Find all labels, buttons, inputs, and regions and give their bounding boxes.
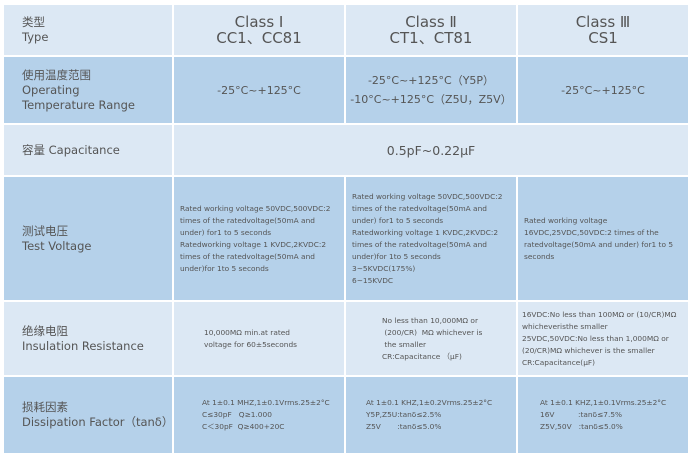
- ins-class1: 10,000MΩ min.at rated voltage for 60±5se…: [174, 302, 344, 375]
- capacitance-label: 容量 Capacitance: [4, 125, 172, 175]
- dissipation-label: 损耗因素 Dissipation Factor（tanδ）: [4, 377, 174, 453]
- temperature-row: 使用温度范围 Operating Temperature Range -25°C~+…: [4, 57, 688, 123]
- class-codes: CS1: [588, 29, 618, 47]
- class-codes: CT1、CT81: [389, 29, 473, 47]
- df-class1: At 1±0.1 MHZ,1±0.1Vrms.25±2°C C≤30pF Q≥1…: [174, 377, 344, 453]
- label-en: Operating: [22, 82, 80, 97]
- capacitor-spec-table: 类型 Type Class Ⅰ CC1、CC81 Class Ⅱ CT1、CT81 C…: [2, 3, 690, 455]
- label-cn: 测试电压: [22, 223, 68, 238]
- test-voltage-label: 测试电压 Test Voltage: [4, 177, 172, 300]
- temp-class2: -25°C~+125°C（Y5P） -10°C~+125°C（Z5U，Z5V）: [346, 57, 516, 123]
- df-class2: At 1±0.1 KHZ,1±0.2Vrms.25±2°C Y5P,Z5U:ta…: [346, 377, 516, 453]
- label-en: Type: [22, 30, 49, 44]
- insulation-row: 绝缘电阻 Insulation Resistance 10,000MΩ min.a…: [4, 302, 688, 375]
- label-cn: 损耗因素: [22, 400, 68, 414]
- test-class3: Rated working voltage 16VDC,25VDC,50VDC:…: [518, 177, 688, 300]
- class-name: Class Ⅲ: [575, 13, 631, 31]
- label-en: Test Voltage: [22, 238, 92, 253]
- capacitance-value: 0.5pF~0.22μF: [174, 125, 688, 175]
- ins-text: 16VDC:No less than 100MΩ or (10/CR)MΩ wh…: [522, 309, 677, 367]
- class-codes: CC1、CC81: [216, 29, 302, 47]
- class3-header: Class Ⅲ CS1: [518, 5, 688, 55]
- type-label: 类型 Type: [4, 5, 172, 55]
- type-row: 类型 Type Class Ⅰ CC1、CC81 Class Ⅱ CT1、CT81 C…: [4, 5, 688, 55]
- temp-class3: -25°C~+125°C: [518, 57, 688, 123]
- temperature-label: 使用温度范围 Operating Temperature Range: [4, 57, 172, 123]
- label-cn: 类型: [22, 15, 45, 29]
- capacitance-row: 容量 Capacitance 0.5pF~0.22μF: [4, 125, 688, 175]
- ins-text: No less than 10,000MΩ or (200/CR) MΩ whi…: [382, 315, 483, 361]
- df-text: At 1±0.1 MHZ,1±0.1Vrms.25±2°C C≤30pF Q≥1…: [202, 398, 330, 431]
- df-text: At 1±0.1 KHZ,1±0.1Vrms.25±2°C 16V :tanδ≤…: [540, 398, 667, 431]
- df-class3: At 1±0.1 KHZ,1±0.1Vrms.25±2°C 16V :tanδ≤…: [518, 377, 688, 453]
- label-en: Temperature Range: [22, 97, 135, 112]
- temp-z5u: -10°C~+125°C（Z5U，Z5V）: [350, 93, 512, 106]
- class-name: Class Ⅱ: [405, 13, 457, 31]
- label-cn: 使用温度范围: [22, 67, 91, 82]
- ins-class3: 16VDC:No less than 100MΩ or (10/CR)MΩ wh…: [518, 302, 688, 375]
- label-en: Dissipation Factor（tanδ）: [22, 415, 174, 429]
- class2-header: Class Ⅱ CT1、CT81: [346, 5, 516, 55]
- df-text: At 1±0.1 KHZ,1±0.2Vrms.25±2°C Y5P,Z5U:ta…: [366, 398, 493, 431]
- label-en: Insulation Resistance: [22, 338, 144, 353]
- dissipation-row: 损耗因素 Dissipation Factor（tanδ） At 1±0.1 MH…: [4, 377, 688, 453]
- test-class1: Rated working voltage 50VDC,500VDC:2 tim…: [174, 177, 344, 300]
- class1-header: Class Ⅰ CC1、CC81: [174, 5, 344, 55]
- class-name: Class Ⅰ: [234, 13, 284, 31]
- test-voltage-row: 测试电压 Test Voltage Rated working voltage 5…: [4, 177, 688, 300]
- test-class2: Rated working voltage 50VDC,500VDC:2 tim…: [346, 177, 516, 300]
- test-text: Rated working voltage 50VDC,500VDC:2 tim…: [352, 191, 503, 285]
- ins-text: 10,000MΩ min.at rated voltage for 60±5se…: [204, 327, 297, 349]
- test-text: Rated working voltage 16VDC,25VDC,50VDC:…: [524, 215, 674, 261]
- test-text: Rated working voltage 50VDC,500VDC:2 tim…: [180, 203, 331, 273]
- insulation-label: 绝缘电阻 Insulation Resistance: [4, 302, 172, 375]
- temp-class1: -25°C~+125°C: [174, 57, 344, 123]
- label-cn: 绝缘电阻: [22, 323, 68, 338]
- temp-y5p: -25°C~+125°C（Y5P）: [367, 74, 495, 87]
- ins-class2: No less than 10,000MΩ or (200/CR) MΩ whi…: [346, 302, 516, 375]
